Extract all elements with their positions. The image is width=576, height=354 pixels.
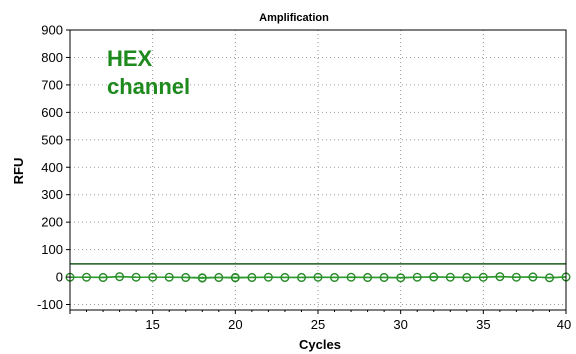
- annotation-line-1: HEX: [107, 46, 153, 71]
- y-tick-label: 600: [41, 105, 63, 120]
- y-axis-label: RFU: [11, 158, 26, 185]
- series-2-marker: [346, 272, 356, 282]
- series-2-marker: [445, 272, 455, 282]
- series-line-2: [69, 275, 567, 279]
- y-tick-label: 500: [41, 132, 63, 147]
- series-2-marker: [264, 272, 273, 282]
- x-tick-label: 25: [311, 317, 325, 332]
- series-2-marker: [197, 273, 207, 283]
- series-2-marker: [164, 272, 174, 282]
- series-2-marker: [512, 272, 521, 282]
- tick-layer: -100 0 100 200 300 400 500 600 700 800 900 15 20 25 30…: [37, 23, 571, 333]
- series-2-marker: [462, 272, 472, 282]
- series-2-marker: [495, 272, 505, 281]
- y-tick-label: 900: [41, 23, 63, 38]
- series-2-marker: [396, 273, 406, 283]
- series-2-marker: [214, 272, 224, 282]
- y-tick-label: -100: [37, 297, 63, 312]
- series-2-marker: [363, 272, 373, 282]
- x-tick-label: 35: [476, 317, 490, 332]
- plot-frame: [69, 29, 567, 311]
- series-2-marker: [181, 272, 191, 282]
- series-2-marker: [412, 272, 422, 282]
- y-tick-label: 0: [56, 270, 63, 285]
- x-tick-label: 20: [228, 317, 242, 332]
- y-tick-label: 300: [41, 187, 63, 202]
- x-tick-label: 40: [557, 317, 571, 332]
- y-tick-label: 400: [41, 160, 63, 175]
- series-2-marker: [280, 272, 290, 282]
- series-2-marker: [313, 272, 323, 282]
- series-layer: [65, 272, 571, 283]
- y-tick-label: 800: [41, 50, 63, 65]
- grid: [70, 29, 566, 310]
- series-2-marker: [115, 272, 124, 281]
- series-2-marker: [131, 272, 141, 282]
- series-2-marker: [528, 272, 538, 282]
- y-tick-label: 200: [41, 215, 63, 230]
- x-axis-label: Cycles: [299, 337, 341, 352]
- series-2-marker: [379, 272, 389, 282]
- y-tick-label: 100: [41, 242, 63, 257]
- y-tick-label: 700: [41, 77, 63, 92]
- series-2-marker: [297, 272, 306, 282]
- annotation-line-2: channel: [107, 74, 190, 99]
- series-2-marker: [478, 272, 488, 282]
- series-2-marker: [98, 272, 108, 282]
- series-2-marker: [230, 272, 240, 282]
- chart-title: Amplification: [259, 12, 329, 24]
- x-tick-label: 30: [393, 317, 407, 332]
- series-2-marker: [545, 273, 554, 283]
- x-tick-label: 15: [145, 317, 159, 332]
- series-2-marker: [330, 272, 339, 282]
- series-2-marker: [82, 272, 91, 282]
- series-2-marker: [429, 272, 439, 282]
- series-2-marker: [148, 272, 158, 282]
- series-2-marker: [247, 272, 257, 282]
